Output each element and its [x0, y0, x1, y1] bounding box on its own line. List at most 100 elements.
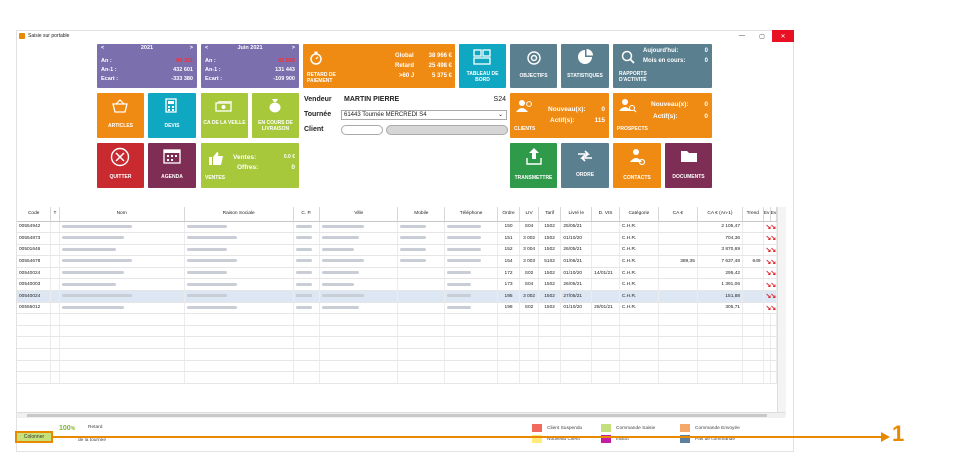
prev-year-button[interactable]: < — [101, 45, 105, 51]
code-cell: 00540024 — [17, 290, 52, 303]
column-header[interactable]: Téléphone — [444, 207, 498, 222]
column-header[interactable]: Ev — [770, 207, 778, 222]
empty-cell — [59, 371, 185, 384]
masked-text — [447, 270, 472, 274]
agenda-tile[interactable]: AGENDA — [148, 143, 196, 188]
calendar-icon — [163, 149, 181, 164]
empty-cell — [50, 325, 60, 338]
column-header[interactable]: CA € (An-1) — [697, 207, 744, 222]
articles-tile[interactable]: ARTICLES — [97, 93, 144, 138]
empty-cell — [538, 336, 562, 350]
column-header[interactable]: Mobile — [397, 207, 446, 222]
masked-cell — [293, 244, 321, 257]
prospects-tile[interactable]: Nouveau(x): 0 Actif(s): 0 PROSPECTS — [613, 93, 712, 138]
table-row[interactable]: 00540024 172 S02 1502 01/10/20 14/01/21 C.H.R.… — [17, 267, 778, 280]
empty-cell — [538, 348, 562, 361]
column-header[interactable]: C. P. — [293, 207, 321, 222]
statistiques-tile[interactable]: STATISTIQUES — [561, 44, 609, 88]
masked-text — [322, 236, 360, 240]
ca-veille-tile[interactable]: CA DE LA VEILLE — [201, 93, 248, 138]
clients-label: CLIENTS — [514, 126, 536, 132]
statistiques-label: STATISTIQUES — [567, 73, 603, 79]
prev-month-button[interactable]: < — [205, 45, 209, 51]
magnifier-icon — [621, 50, 635, 64]
devis-tile[interactable]: DEVIS — [148, 93, 196, 138]
colonner-button[interactable]: Colonner — [15, 431, 53, 443]
grid-vertical-scrollbar[interactable] — [777, 207, 786, 417]
column-header[interactable]: Nom — [59, 207, 185, 222]
empty-cell — [184, 325, 294, 338]
quitter-tile[interactable]: QUITTER — [97, 143, 144, 188]
masked-text — [61, 270, 124, 274]
masked-cell — [397, 244, 446, 257]
empty-cell — [497, 313, 521, 326]
table-row[interactable]: 00540024 195 3 002 1502 27/05/21 C.H.R. 151,88… — [17, 290, 778, 303]
table-row[interactable]: 00540003 173 S04 1502 26/05/21 C.H.R. 1 391,06… — [17, 278, 778, 292]
ventes-label: VENTES — [205, 175, 226, 181]
year-title: 2021 — [140, 45, 154, 51]
ordre-tile[interactable]: ORDRE — [561, 143, 609, 188]
year-an-label: An : — [101, 58, 112, 64]
tableau-de-bord-tile[interactable]: TABLEAU DE BORD — [459, 44, 506, 88]
masked-cell — [444, 290, 498, 303]
month-count-label: Mois en cours: — [643, 58, 686, 64]
masked-cell — [319, 255, 399, 268]
masked-cell — [319, 244, 399, 257]
maximize-button[interactable]: ▢ — [759, 33, 765, 40]
documents-tile[interactable]: DOCUMENTS — [665, 143, 712, 188]
grid-horizontal-scrollbar[interactable] — [17, 412, 785, 418]
prospects-active-value: 0 — [704, 113, 708, 120]
column-header[interactable]: Ev — [763, 207, 771, 222]
empty-cell — [591, 313, 620, 326]
tarif-cell: 5102 — [538, 255, 562, 268]
year-ecart-label: Ecart : — [101, 76, 119, 82]
contacts-tile[interactable]: CONTACTS — [613, 143, 661, 188]
minimize-button[interactable]: — — [739, 33, 745, 39]
ventes-tile[interactable]: Ventes: 0.0 € Offres: 0 VENTES — [201, 143, 299, 188]
tarif-cell: 1502 — [538, 221, 562, 234]
legend-swatch — [532, 424, 542, 432]
empty-cell — [742, 313, 764, 326]
table-row[interactable]: 00554942 150 S04 1502 25/05/21 C.H.R. 2 105,47… — [17, 221, 778, 234]
en-cours-label: EN COURS DE LIVRAISON — [258, 120, 293, 132]
clients-tile[interactable]: Nouveau(x): 0 Actif(s): 115 CLIENTS — [510, 93, 609, 138]
column-header[interactable]: Livré le — [560, 207, 593, 222]
year-ecart-value: -333 380 — [171, 76, 193, 82]
table-row[interactable]: 00554873 151 3 002 1502 01/10/20 C.H.R. 704,36… — [17, 232, 778, 245]
next-month-button[interactable]: > — [291, 45, 295, 51]
empty-cell — [17, 348, 52, 361]
column-header[interactable]: LIV — [519, 207, 539, 222]
column-header[interactable]: CA € — [658, 207, 698, 222]
transmettre-tile[interactable]: TRANSMETTRE — [510, 143, 557, 188]
retard-paiement-tile[interactable]: RETARD DE PAIEMENT Global 38 966 € Retar… — [303, 44, 455, 88]
column-header[interactable]: Trend — [742, 207, 764, 222]
empty-cell — [17, 360, 52, 373]
empty-cell — [519, 325, 539, 338]
masked-text — [447, 282, 472, 286]
column-header[interactable]: Ordre — [497, 207, 521, 222]
column-header[interactable]: Ville — [319, 207, 399, 222]
scrollbar-thumb[interactable] — [27, 414, 767, 417]
rapports-tile[interactable]: Aujourd'hui: 0 Mois en cours: 0 RAPPORTS… — [613, 44, 712, 88]
column-header[interactable]: T — [50, 207, 60, 222]
client-label: Client — [304, 126, 324, 133]
column-header[interactable]: Tarif — [538, 207, 562, 222]
ordre-cell: 198 — [497, 302, 521, 315]
client-code-input[interactable] — [341, 125, 383, 135]
column-header[interactable]: D. VIS — [591, 207, 620, 222]
column-header[interactable]: Raison Sociale — [184, 207, 294, 222]
en-cours-livraison-tile[interactable]: EN COURS DE LIVRAISON — [252, 93, 299, 138]
next-year-button[interactable]: > — [189, 45, 193, 51]
close-button[interactable]: ✕ — [772, 30, 794, 42]
tournee-select[interactable]: 61443 Tournée MERCREDI S4 ⌄ — [341, 110, 507, 120]
banknotes-icon — [215, 101, 232, 112]
type-cell — [50, 232, 60, 245]
column-header[interactable]: Code — [17, 207, 52, 222]
objectifs-tile[interactable]: OBJECTIFS — [510, 44, 557, 88]
column-header[interactable]: Catégorie — [619, 207, 659, 222]
client-name-input[interactable] — [386, 125, 508, 135]
table-row[interactable]: 00555012 198 S02 1502 01/10/20 28/01/21 C.H.R.… — [17, 302, 778, 315]
empty-cell — [397, 336, 446, 350]
table-row[interactable]: 00501646 152 3 004 1502 26/05/21 C.H.R. 3 870,… — [17, 244, 778, 257]
table-row[interactable]: 00554678 154 3 003 5102 01/06/21 C.H.R. 389,35… — [17, 255, 778, 268]
